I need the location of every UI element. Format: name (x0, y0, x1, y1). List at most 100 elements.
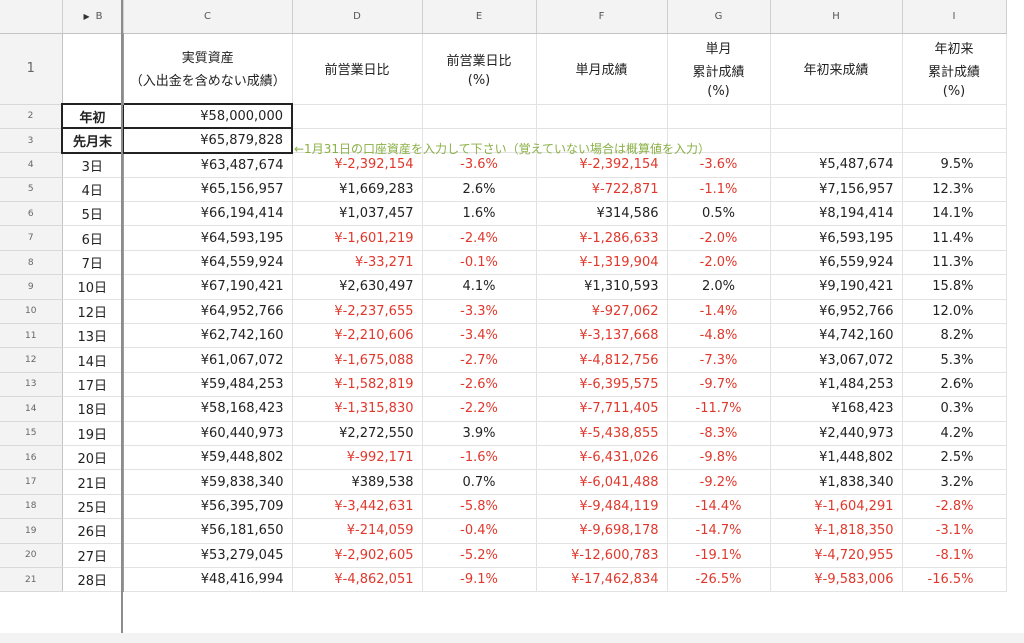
diff-cell[interactable]: ¥2,272,550 (292, 421, 423, 446)
header-ytd-result[interactable]: 年初来成績 (770, 33, 903, 105)
diff-pct-cell[interactable]: -2.2% (422, 396, 537, 422)
row-number[interactable]: 4 (0, 152, 63, 178)
day-cell[interactable]: 4日 (62, 177, 124, 203)
month-result-cell[interactable]: ¥-6,431,026 (536, 445, 668, 471)
cell-b1[interactable] (62, 33, 124, 105)
ytd-pct-cell[interactable]: -8.1% (902, 543, 1007, 568)
diff-pct-cell[interactable]: -3.4% (422, 323, 537, 349)
row-number[interactable]: 7 (0, 225, 63, 251)
ytd-pct-cell[interactable]: -3.1% (902, 518, 1007, 544)
column-header-e[interactable]: E (422, 0, 537, 34)
ytd-result-cell[interactable]: ¥1,484,253 (770, 372, 903, 398)
month-pct-cell[interactable]: -26.5% (667, 567, 771, 593)
row-header-corner[interactable] (0, 0, 63, 34)
cell[interactable] (770, 128, 903, 154)
month-result-cell[interactable]: ¥-17,462,834 (536, 567, 668, 593)
day-cell[interactable]: 27日 (62, 543, 124, 568)
ytd-pct-cell[interactable]: -16.5% (902, 567, 1007, 593)
month-result-cell[interactable]: ¥-9,484,119 (536, 494, 668, 520)
ytd-pct-cell[interactable]: 2.5% (902, 445, 1007, 471)
row-number[interactable]: 10 (0, 299, 63, 325)
month-result-cell[interactable]: ¥-927,062 (536, 299, 668, 325)
diff-pct-cell[interactable]: -1.6% (422, 445, 537, 471)
day-cell[interactable]: 10日 (62, 274, 124, 300)
row-number[interactable]: 6 (0, 201, 63, 227)
diff-pct-cell[interactable]: -3.6% (422, 152, 537, 178)
day-cell[interactable]: 25日 (62, 494, 124, 520)
diff-pct-cell[interactable]: 0.7% (422, 469, 537, 495)
day-cell[interactable]: 12日 (62, 299, 124, 325)
ytd-result-cell[interactable]: ¥7,156,957 (770, 177, 903, 203)
asset-cell[interactable]: ¥59,448,802 (123, 445, 293, 471)
row-number[interactable]: 8 (0, 250, 63, 276)
month-pct-cell[interactable]: -7.3% (667, 347, 771, 373)
diff-pct-cell[interactable]: -9.1% (422, 567, 537, 593)
month-pct-cell[interactable]: -14.4% (667, 494, 771, 520)
diff-pct-cell[interactable]: -5.8% (422, 494, 537, 520)
month-result-cell[interactable]: ¥314,586 (536, 201, 668, 227)
asset-cell[interactable]: ¥56,181,650 (123, 518, 293, 544)
month-pct-cell[interactable]: -9.8% (667, 445, 771, 471)
month-pct-cell[interactable]: -4.8% (667, 323, 771, 349)
month-pct-cell[interactable]: -2.0% (667, 250, 771, 276)
diff-pct-cell[interactable]: -0.4% (422, 518, 537, 544)
column-header-i[interactable]: I (902, 0, 1007, 34)
month-result-cell[interactable]: ¥1,310,593 (536, 274, 668, 300)
ytd-pct-cell[interactable]: 12.0% (902, 299, 1007, 325)
ytd-result-cell[interactable]: ¥5,487,674 (770, 152, 903, 178)
ytd-result-cell[interactable]: ¥-9,583,006 (770, 567, 903, 593)
label-year-start[interactable]: 年初 (61, 102, 124, 130)
header-real-assets[interactable]: 実質資産 （入出金を含めない成績） (123, 33, 293, 105)
ytd-pct-cell[interactable]: 0.3% (902, 396, 1007, 422)
row-number[interactable]: 21 (0, 567, 63, 593)
day-cell[interactable]: 28日 (62, 567, 124, 593)
cell[interactable] (536, 128, 668, 154)
ytd-pct-cell[interactable]: 2.6% (902, 372, 1007, 398)
month-result-cell[interactable]: ¥-1,286,633 (536, 225, 668, 251)
ytd-result-cell[interactable]: ¥6,952,766 (770, 299, 903, 325)
row-number[interactable]: 12 (0, 347, 63, 373)
expand-triangle-icon[interactable]: ▶ (83, 11, 90, 21)
ytd-pct-cell[interactable]: 11.4% (902, 225, 1007, 251)
day-cell[interactable]: 21日 (62, 469, 124, 495)
cell[interactable] (902, 104, 1007, 129)
diff-pct-cell[interactable]: 1.6% (422, 201, 537, 227)
asset-cell[interactable]: ¥64,593,195 (123, 225, 293, 251)
month-pct-cell[interactable]: -9.2% (667, 469, 771, 495)
row-number[interactable]: 19 (0, 518, 63, 544)
row-number[interactable]: 15 (0, 421, 63, 446)
row-number[interactable]: 1 (0, 33, 63, 105)
asset-cell[interactable]: ¥58,168,423 (123, 396, 293, 422)
row-number[interactable]: 5 (0, 177, 63, 203)
month-result-cell[interactable]: ¥-6,041,488 (536, 469, 668, 495)
day-cell[interactable]: 13日 (62, 323, 124, 349)
column-header-h[interactable]: H (770, 0, 903, 34)
month-result-cell[interactable]: ¥-7,711,405 (536, 396, 668, 422)
ytd-pct-cell[interactable]: 12.3% (902, 177, 1007, 203)
ytd-result-cell[interactable]: ¥6,593,195 (770, 225, 903, 251)
diff-cell[interactable]: ¥2,630,497 (292, 274, 423, 300)
cell[interactable] (770, 104, 903, 129)
diff-pct-cell[interactable]: 4.1% (422, 274, 537, 300)
cell[interactable] (667, 104, 771, 129)
input-year-start-assets[interactable]: ¥58,000,000 (122, 102, 293, 130)
header-prev-day-diff[interactable]: 前営業日比 (292, 33, 423, 105)
diff-cell[interactable]: ¥-1,582,819 (292, 372, 423, 398)
ytd-pct-cell[interactable]: 14.1% (902, 201, 1007, 227)
ytd-pct-cell[interactable]: 5.3% (902, 347, 1007, 373)
header-month-result[interactable]: 単月成績 (536, 33, 668, 105)
row-number[interactable]: 14 (0, 396, 63, 422)
month-pct-cell[interactable]: -9.7% (667, 372, 771, 398)
diff-cell[interactable]: ¥-4,862,051 (292, 567, 423, 593)
diff-pct-cell[interactable]: -0.1% (422, 250, 537, 276)
diff-cell[interactable]: ¥-2,902,605 (292, 543, 423, 568)
diff-cell[interactable]: ¥389,538 (292, 469, 423, 495)
asset-cell[interactable]: ¥60,440,973 (123, 421, 293, 446)
month-pct-cell[interactable]: 0.5% (667, 201, 771, 227)
cell[interactable] (536, 104, 668, 129)
column-header-d[interactable]: D (292, 0, 423, 34)
asset-cell[interactable]: ¥64,952,766 (123, 299, 293, 325)
month-result-cell[interactable]: ¥-5,438,855 (536, 421, 668, 446)
diff-cell[interactable]: ¥-3,442,631 (292, 494, 423, 520)
diff-cell[interactable]: ¥-1,601,219 (292, 225, 423, 251)
